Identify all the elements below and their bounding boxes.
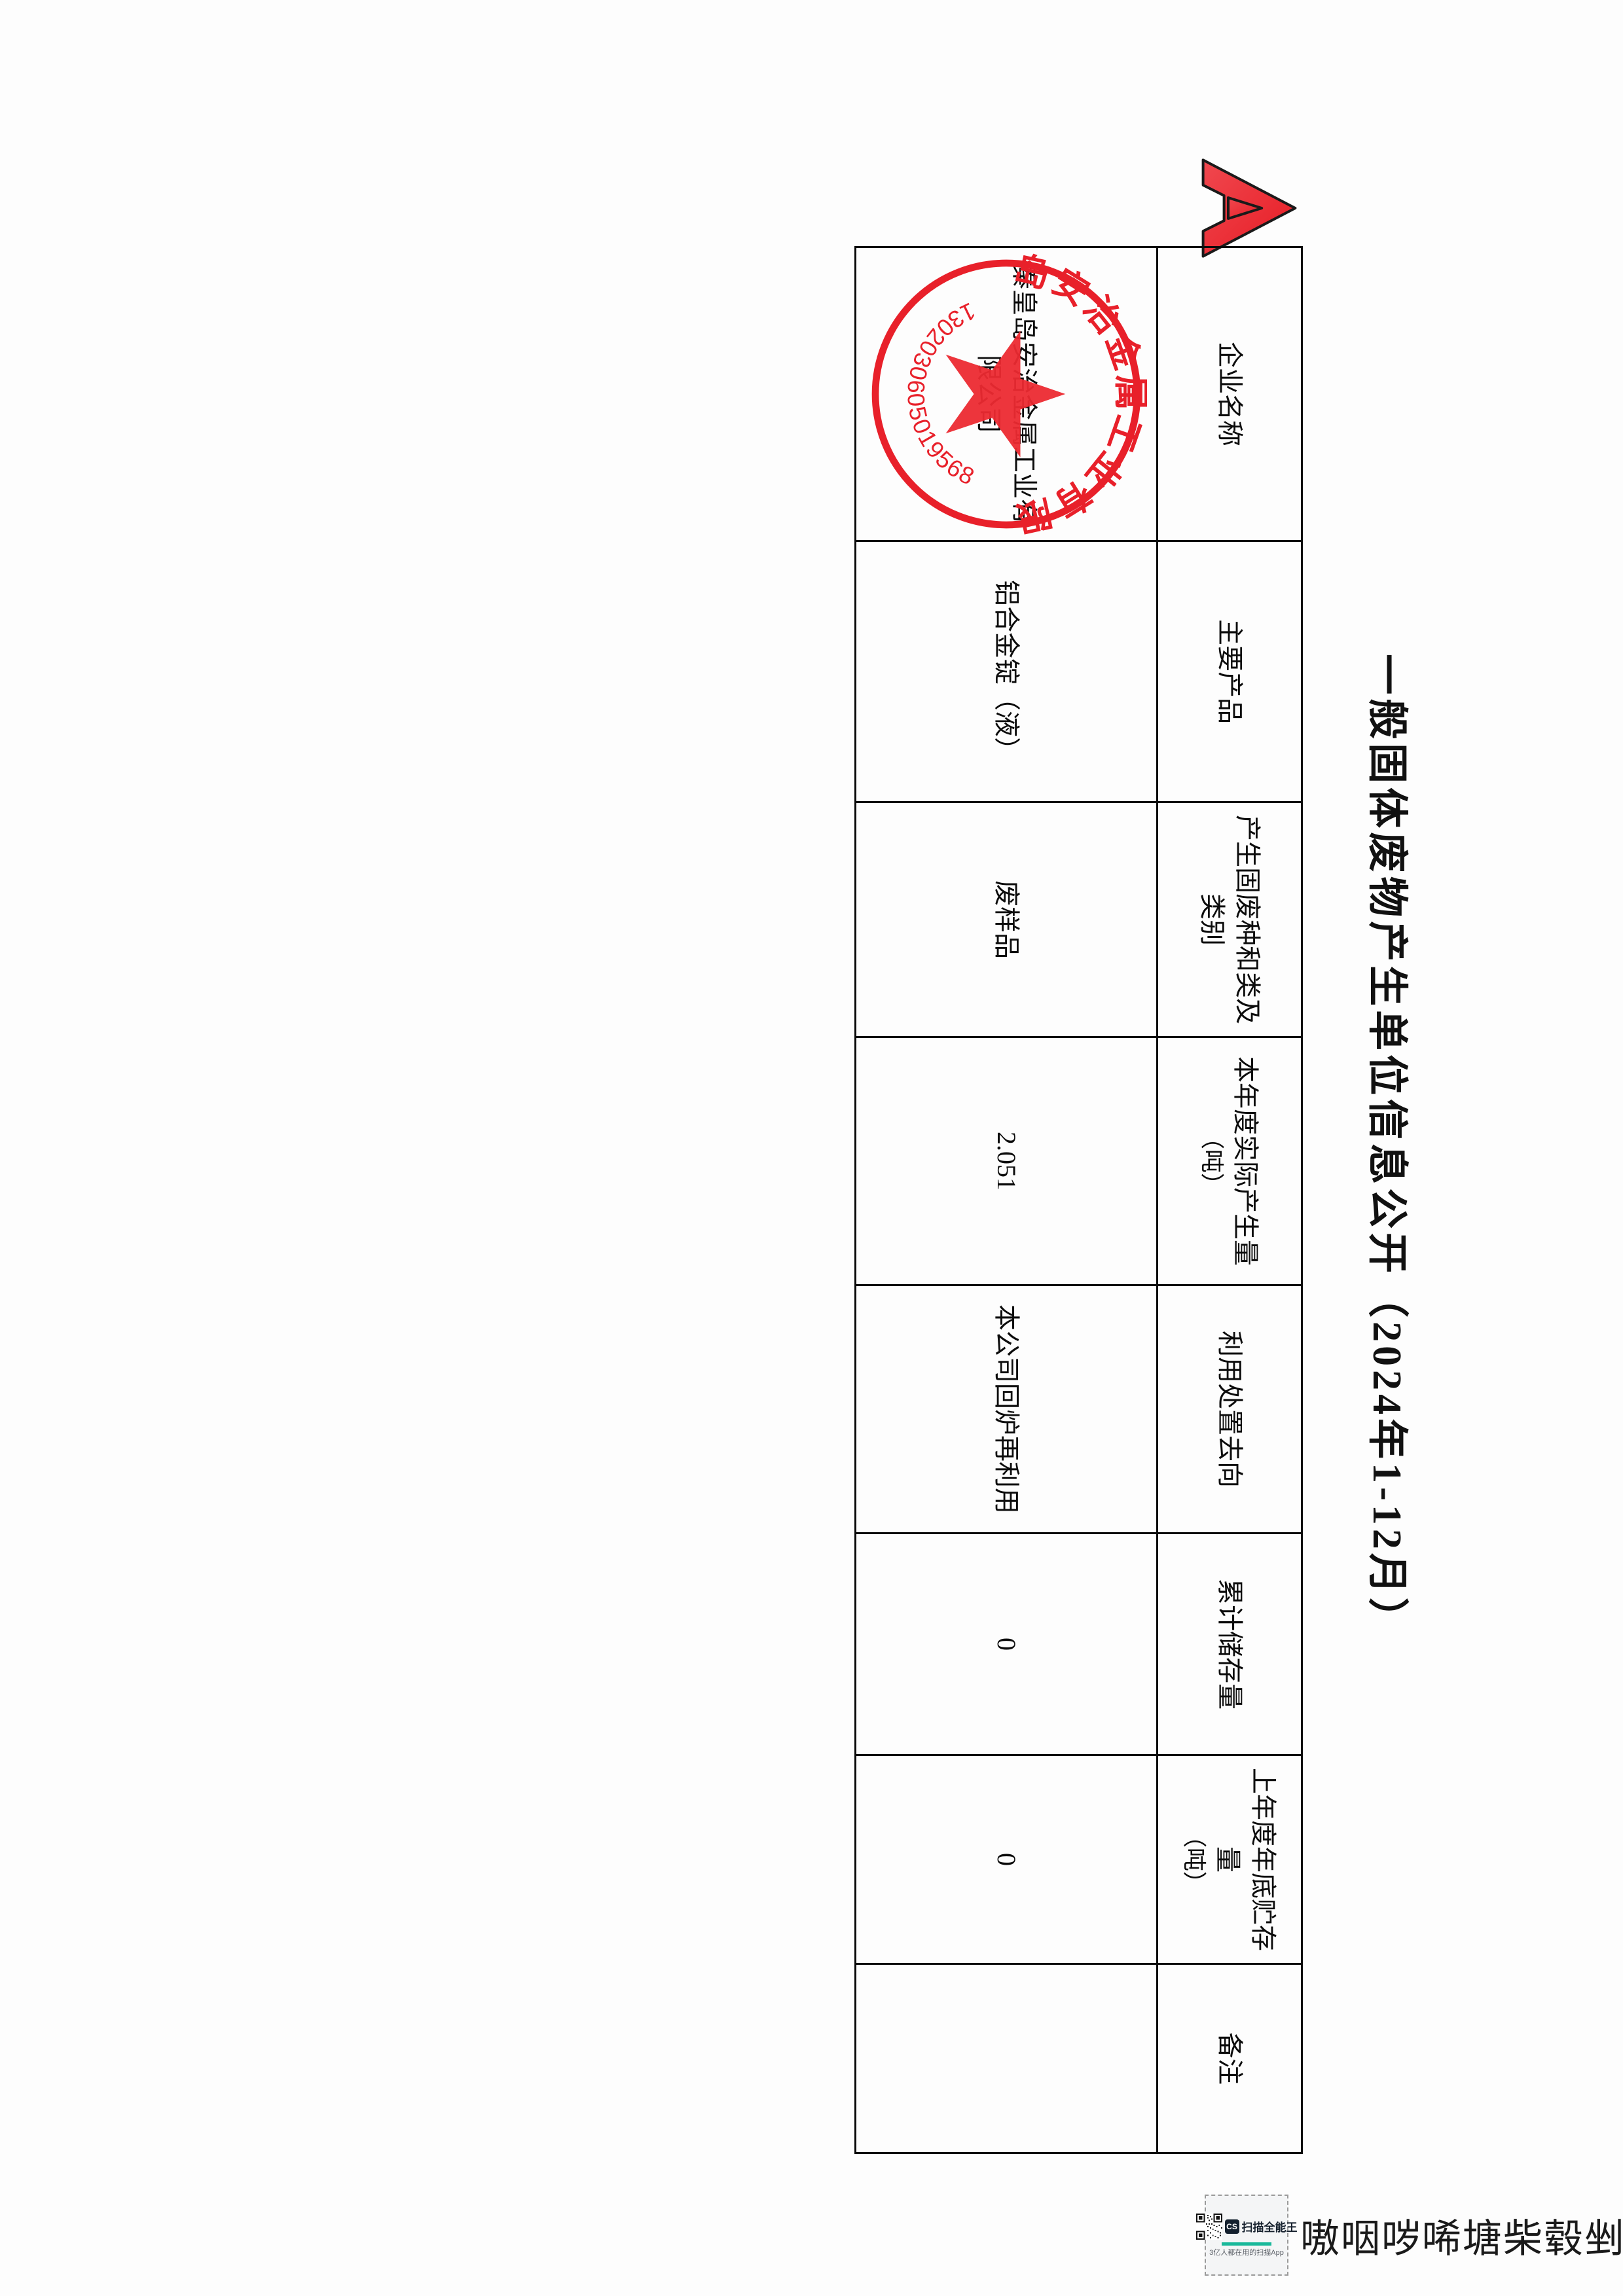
camscanner-tagline: 3亿人都在用的扫描App bbox=[1209, 2248, 1284, 2257]
header-annual-amount: 本年度实际产生量 （吨） bbox=[1157, 1037, 1302, 1285]
header-accumulated-storage: 累计储存量 bbox=[1157, 1533, 1302, 1755]
seal-serial-text: 1302030605019568 bbox=[902, 297, 979, 490]
svg-text:1302030605019568: 1302030605019568 bbox=[902, 297, 979, 490]
header-disposal-destination: 利用处置去向 bbox=[1157, 1285, 1302, 1534]
official-company-seal-icon: 秦皇岛安治金属工业有限公司 1302030605019568 bbox=[871, 253, 1147, 535]
cell-last-year-storage: 0 bbox=[855, 1755, 1157, 1964]
header-unit: （吨） bbox=[1198, 1125, 1225, 1196]
cell-disposal-destination: 本公司回炉再利用 bbox=[855, 1285, 1157, 1534]
annual-amount-value: 2.051 bbox=[991, 1132, 1021, 1191]
camscanner-badge-inner: CS 扫描全能王 3亿人都在用的扫描App bbox=[1195, 2213, 1298, 2257]
disposal-destination-text: 本公司回炉再利用 bbox=[991, 1304, 1021, 1514]
cell-remark bbox=[855, 1964, 1157, 2153]
header-last-year-storage: 上年度年底贮存量 （吨） bbox=[1157, 1755, 1302, 1964]
header-unit: （吨） bbox=[1180, 1823, 1207, 1895]
table-row: 秦皇岛安治金属工业有限公司 秦皇 bbox=[855, 247, 1157, 2153]
camscanner-badge: CS 扫描全能王 3亿人都在用的扫描App bbox=[1195, 2195, 1298, 2276]
waste-kind-text: 废样品 bbox=[991, 880, 1021, 959]
header-label: 企业名称 bbox=[1214, 342, 1245, 446]
table-header-row: 企业名称 主要产品 产生固废种和类及类别 本年度实际产生量 （吨） 利用处置去向 bbox=[1157, 247, 1302, 2153]
camscanner-watermark: CS 扫描全能王 3亿人都在用的扫描App 嗷咽哕唏塘柴毂剉 bbox=[1195, 2189, 1623, 2281]
last-year-storage-value: 0 bbox=[991, 1853, 1021, 1866]
header-label: 利用处置去向 bbox=[1214, 1331, 1245, 1488]
camscanner-logo-icon: CS bbox=[1224, 2219, 1239, 2234]
header-remark: 备注 bbox=[1157, 1964, 1302, 2153]
header-waste-kind: 产生固废种和类及类别 bbox=[1157, 802, 1302, 1037]
accumulated-storage-value: 0 bbox=[991, 1638, 1021, 1651]
main-product-text: 铝合金锭（液） bbox=[991, 580, 1021, 763]
header-label: 上年度年底贮存量 bbox=[1213, 1768, 1278, 1951]
header-company-name: 企业名称 bbox=[1157, 247, 1302, 541]
header-label: 备注 bbox=[1214, 2032, 1245, 2085]
solid-waste-table: 企业名称 主要产品 产生固废种和类及类别 本年度实际产生量 （吨） 利用处置去向 bbox=[854, 246, 1303, 2154]
header-label: 产生固废种和类及类别 bbox=[1197, 815, 1262, 1024]
camscanner-qr-row: CS 扫描全能王 bbox=[1195, 2213, 1298, 2240]
cell-accumulated-storage: 0 bbox=[855, 1533, 1157, 1755]
page-title: 一般固体废物产生单位信息公开（2024年1-12月） bbox=[1364, 654, 1409, 1642]
camscanner-accent-bar bbox=[1222, 2242, 1271, 2246]
header-main-product: 主要产品 bbox=[1157, 541, 1302, 802]
header-label: 本年度实际产生量 bbox=[1230, 1056, 1260, 1266]
company-name-text: 秦皇岛安治金属工业有限公司 bbox=[974, 263, 1039, 525]
watermark-text: 嗷咽哕唏塘柴毂剉 bbox=[1300, 2217, 1623, 2261]
qr-code-icon bbox=[1195, 2213, 1222, 2240]
cell-company-name: 秦皇岛安治金属工业有限公司 秦皇 bbox=[855, 247, 1157, 541]
header-label: 累计储存量 bbox=[1214, 1579, 1245, 1710]
cell-annual-amount: 2.051 bbox=[855, 1037, 1157, 1285]
cell-main-product: 铝合金锭（液） bbox=[855, 541, 1157, 802]
red-triangle-logo-icon bbox=[1201, 158, 1297, 258]
cell-waste-kind: 废样品 bbox=[855, 802, 1157, 1037]
rotated-sheet: 一般固体废物产生单位信息公开（2024年1-12月） 企业名称 主要产品 产生固… bbox=[105, 107, 1519, 2189]
camscanner-app-name: 扫描全能王 bbox=[1241, 2221, 1298, 2234]
header-label: 主要产品 bbox=[1214, 619, 1245, 724]
